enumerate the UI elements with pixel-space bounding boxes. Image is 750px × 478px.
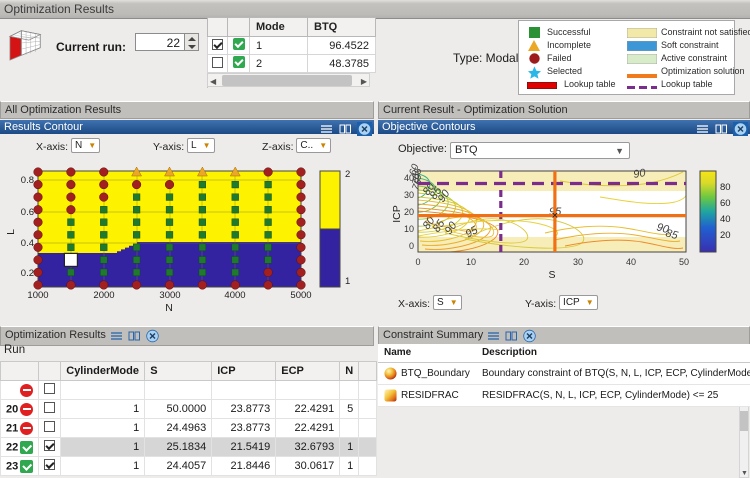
svg-text:90: 90 xyxy=(632,167,647,181)
svg-text:30: 30 xyxy=(404,190,414,200)
svg-text:10: 10 xyxy=(466,257,476,267)
svg-text:10: 10 xyxy=(404,224,414,234)
svg-text:0: 0 xyxy=(409,241,414,251)
svg-text:0: 0 xyxy=(415,257,420,267)
svg-text:20: 20 xyxy=(519,257,529,267)
svg-text:80: 80 xyxy=(720,182,731,193)
svg-text:20: 20 xyxy=(720,230,731,241)
svg-text:✕: ✕ xyxy=(551,211,559,221)
svg-text:ICP: ICP xyxy=(391,205,403,223)
svg-text:30: 30 xyxy=(573,257,583,267)
svg-text:50: 50 xyxy=(679,257,689,267)
svg-text:40: 40 xyxy=(626,257,636,267)
svg-text:40: 40 xyxy=(720,214,731,225)
svg-text:60: 60 xyxy=(720,198,731,209)
svg-text:20: 20 xyxy=(404,207,414,217)
svg-text:S: S xyxy=(548,269,555,281)
